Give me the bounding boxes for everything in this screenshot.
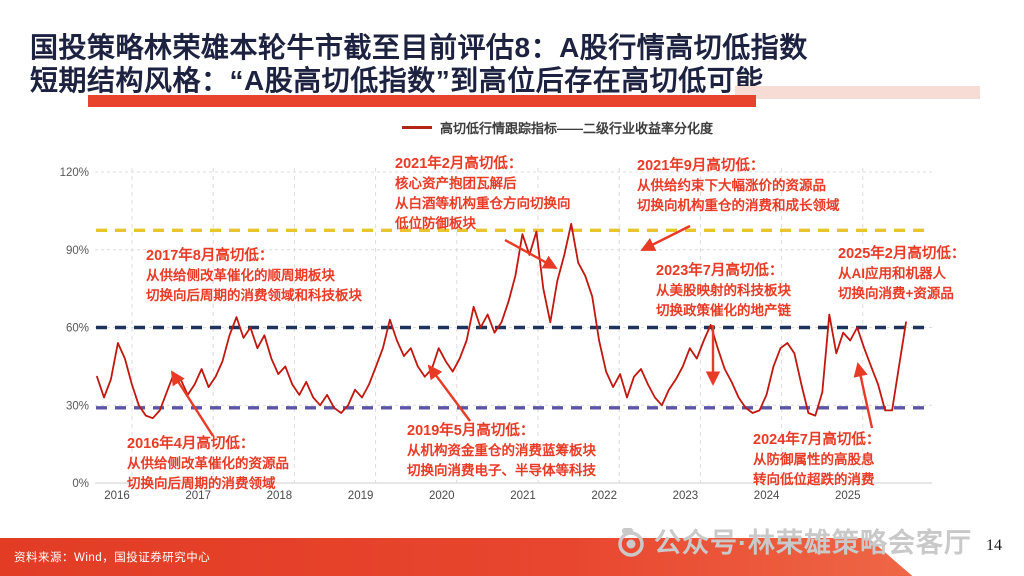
footer-red-banner — [0, 538, 913, 576]
annotation-line: 从供给侧改革催化的资源品 — [127, 456, 289, 471]
annotation-line: 切换政策催化的地产链 — [656, 303, 791, 318]
x-tick-label: 2018 — [267, 490, 293, 502]
annotation-2021-02: 2021年2月高切低： 核心资产抱团瓦解后 从白酒等机构重仓方向切换向 低位防御… — [395, 154, 571, 234]
annotation-2023-07: 2023年7月高切低： 从美股映射的科技板块 切换政策催化的地产链 — [656, 261, 791, 321]
annotation-2016-04: 2016年4月高切低： 从供给侧改革催化的资源品 切换向后周期的消费领域 — [127, 434, 289, 494]
annotation-line: 从防御属性的高股息 — [753, 452, 875, 467]
annotation-line: 切换向后周期的消费领域 — [127, 476, 276, 491]
page-number: 14 — [986, 537, 1002, 554]
y-tick-label: 120% — [60, 167, 89, 179]
annotation-line: 切换向机构重仓的消费和成长领域 — [637, 198, 840, 213]
annotation-heading: 2021年2月高切低： — [395, 156, 523, 172]
annotation-arrow — [427, 364, 471, 422]
annotation-line: 从供给约束下大幅涨价的资源品 — [637, 178, 826, 193]
watermark-camera-icon — [618, 527, 644, 557]
annotation-line: 从AI应用和机器人 — [838, 266, 946, 281]
page-title-line2: 短期结构风格：“A股高切低指数”到高位后存在高切低可能 — [30, 65, 764, 96]
annotation-arrow — [853, 362, 874, 429]
y-tick-label: 30% — [66, 400, 89, 412]
source-note: 资料来源：Wind，国投证券研究中心 — [14, 552, 211, 564]
annotation-2025-02: 2025年2月高切低： 从AI应用和机器人 切换向消费+资源品 — [838, 244, 965, 304]
legend-label: 高切低行情跟踪指标——二级行业收益率分化度 — [440, 121, 714, 136]
annotation-line: 核心资产抱团瓦解后 — [395, 176, 517, 191]
title-underline-red-bar — [88, 95, 756, 107]
annotation-arrow — [170, 370, 215, 437]
annotation-arrow — [504, 238, 558, 270]
annotation-heading: 2024年7月高切低： — [753, 432, 881, 448]
watermark-text: 公众号·林荣雄策略会客厅 — [654, 528, 972, 558]
annotation-heading: 2017年8月高切低： — [146, 248, 274, 264]
annotation-line: 从机构资金重仓的消费蓝筹板块 — [407, 443, 596, 458]
annotation-2024-07: 2024年7月高切低： 从防御属性的高股息 转向低位超跌的消费 — [753, 430, 880, 490]
title-underline-pink-bar — [735, 86, 980, 99]
annotation-line: 低位防御板块 — [395, 216, 476, 231]
annotation-arrow — [640, 224, 691, 252]
legend-line-icon — [402, 126, 432, 129]
x-tick-label: 2021 — [510, 490, 536, 502]
x-tick-label: 2022 — [591, 490, 617, 502]
annotation-line: 转向低位超跌的消费 — [753, 472, 875, 487]
x-tick-label: 2020 — [429, 490, 455, 502]
annotation-2019-05: 2019年5月高切低： 从机构资金重仓的消费蓝筹板块 切换向消费电子、半导体等科… — [407, 421, 596, 481]
annotation-line: 从白酒等机构重仓方向切换向 — [395, 196, 571, 211]
annotation-line: 从美股映射的科技板块 — [656, 283, 791, 298]
annotation-heading: 2025年2月高切低： — [838, 246, 966, 262]
annotation-heading: 2016年4月高切低： — [127, 436, 255, 452]
annotation-line: 切换向后周期的消费领域和科技板块 — [146, 288, 362, 303]
annotation-2021-09: 2021年9月高切低： 从供给约束下大幅涨价的资源品 切换向机构重仓的消费和成长… — [637, 156, 840, 216]
x-tick-label: 2024 — [754, 490, 780, 502]
x-tick-label: 2016 — [104, 490, 130, 502]
annotation-line: 切换向消费+资源品 — [838, 286, 954, 301]
x-tick-label: 2023 — [673, 490, 699, 502]
x-tick-label: 2025 — [835, 490, 861, 502]
y-tick-label: 0% — [72, 478, 89, 490]
annotation-2017-08: 2017年8月高切低： 从供给侧改革催化的顺周期板块 切换向后周期的消费领域和科… — [146, 246, 362, 306]
watermark: 公众号·林荣雄策略会客厅 — [614, 521, 972, 560]
axis-labels-layer: 120% 90% 60% 30% 0% 2016 2017 2018 2019 2020 2021 2… — [60, 167, 861, 502]
annotation-line: 切换向消费电子、半导体等科技 — [407, 463, 596, 478]
x-tick-label: 2019 — [348, 490, 374, 502]
annotation-arrows-layer — [170, 224, 874, 437]
annotation-line: 从供给侧改革催化的顺周期板块 — [146, 268, 335, 283]
series-layer — [96, 222, 907, 420]
y-tick-label: 60% — [66, 323, 89, 335]
series-line — [96, 222, 907, 420]
reference-lines-layer — [96, 228, 932, 410]
page-title-line1: 国投策略林荣雄本轮牛市截至目前评估8：A股行情高切低指数 — [30, 32, 808, 63]
y-tick-label: 90% — [66, 245, 89, 257]
annotation-heading: 2019年5月高切低： — [407, 423, 535, 439]
annotation-heading: 2023年7月高切低： — [656, 263, 784, 279]
annotation-heading: 2021年9月高切低： — [637, 158, 765, 174]
chart-legend: 高切低行情跟踪指标——二级行业收益率分化度 — [402, 118, 713, 137]
x-tick-label: 2017 — [185, 490, 211, 502]
